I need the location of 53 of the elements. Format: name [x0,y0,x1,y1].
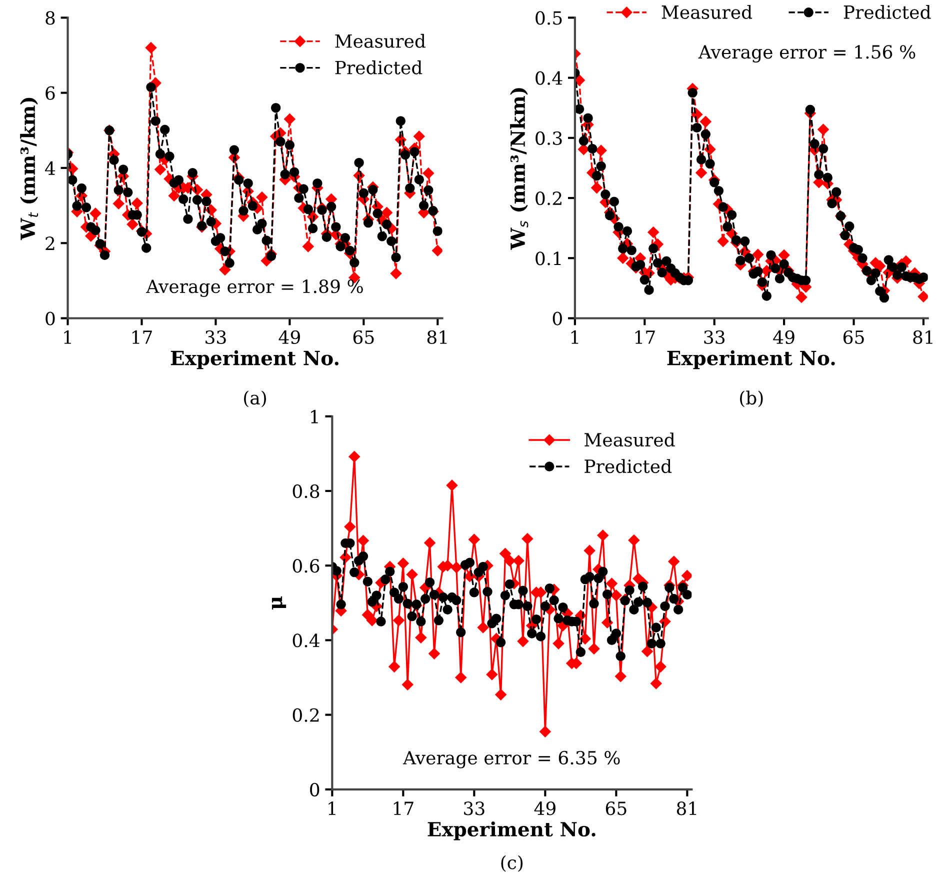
y-axis-title: μ [272,596,286,610]
annotation: Average error = 1.89 % [146,280,363,297]
x-tick-label: 33 [464,802,484,816]
y-tick-label: 4 [45,161,56,175]
y-tick-label: 0.4 [536,71,562,85]
y-tick-label: 6 [46,86,55,100]
x-axis-title: Experiment No. [667,350,835,370]
y-tick-label: 8 [46,11,55,25]
x-tick-label: 49 [278,330,300,344]
x-tick-label: 1 [328,802,336,815]
y-tick-label: 0 [310,782,320,797]
x-tick-label: 65 [606,802,626,816]
x-tick-label: 1 [64,330,71,344]
x-axis-title: Experiment No. [170,350,338,370]
text: (b) [740,390,763,408]
legend-label: Predicted [844,4,931,19]
x-tick-label: 49 [534,802,556,816]
y-tick-label: 0.2 [292,708,319,722]
y-tick-label: 0.5 [536,11,562,25]
legend-label: Predicted [335,60,422,74]
y-tick-label: 0.3 [536,131,562,146]
x-tick-label: 81 [676,802,696,816]
y-tick-label: 0.2 [536,191,562,206]
legend-label: Measured [335,34,426,48]
x-tick-label: 17 [635,330,655,344]
text: (c) [501,855,523,872]
x-axis-title: Experiment No. [428,821,596,840]
x-tick-label: 1 [571,330,578,344]
x-tick-label: 17 [132,330,152,344]
x-tick-label: 65 [353,330,374,344]
legend-label: Measured [584,432,675,447]
text: (a) [244,390,266,408]
y-axis-title: W$_{t}$ (mm³/km) [20,98,38,240]
y-axis-title: W$_{s}$ (mm³/Nkm) [510,88,528,250]
y-tick-label: 0 [46,312,55,326]
x-tick-label: 49 [773,330,794,344]
y-tick-label: 1 [311,410,318,424]
y-tick-label: 0.6 [292,559,320,573]
x-tick-label: 81 [913,330,932,344]
legend-label: Predicted [584,459,672,474]
x-tick-label: 65 [843,330,864,344]
y-tick-label: 0 [552,312,562,326]
annotation: Average error = 6.35 % [402,750,620,768]
x-tick-label: 33 [704,330,725,344]
y-tick-label: 2 [46,236,54,250]
x-tick-label: 33 [206,330,226,344]
legend-label: Measured [662,4,752,19]
y-tick-label: 0.1 [536,252,561,266]
x-tick-label: 81 [427,330,447,344]
y-tick-label: 0.4 [292,634,320,648]
x-tick-label: 17 [394,802,414,815]
annotation: Average error = 1.56 % [698,45,916,62]
y-tick-label: 0.8 [292,484,320,498]
